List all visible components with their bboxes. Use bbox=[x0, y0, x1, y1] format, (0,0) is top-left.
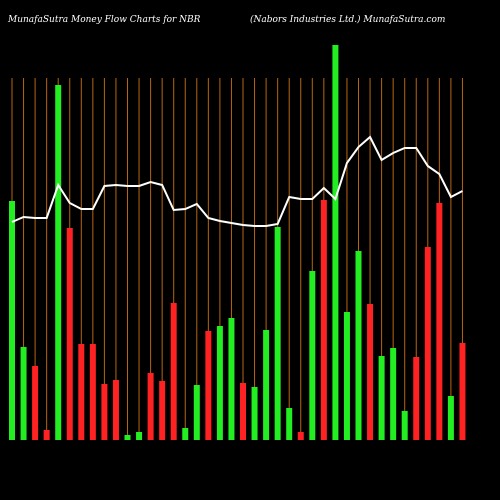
bar bbox=[343, 312, 350, 440]
bar bbox=[89, 344, 96, 440]
bar bbox=[124, 435, 131, 440]
bar bbox=[9, 201, 15, 440]
bar bbox=[436, 203, 443, 440]
bar bbox=[66, 228, 73, 440]
bar bbox=[320, 200, 327, 440]
bar bbox=[55, 85, 62, 440]
bar bbox=[136, 432, 143, 440]
bar bbox=[401, 411, 408, 440]
bar bbox=[251, 387, 258, 440]
chart-title: MunafaSutra Money Flow Charts for NBR bbox=[7, 15, 201, 25]
bar bbox=[159, 381, 166, 440]
money-flow-line bbox=[11, 135, 463, 227]
bar bbox=[332, 45, 339, 440]
bar bbox=[112, 380, 119, 440]
chart-subtitle: (Nabors Industries Ltd.) MunafaSutra.com bbox=[250, 14, 445, 25]
bar bbox=[147, 373, 154, 440]
bar bbox=[240, 383, 246, 440]
bar bbox=[459, 343, 466, 440]
bar bbox=[20, 347, 27, 440]
bar bbox=[355, 251, 362, 440]
bar bbox=[170, 303, 177, 440]
bar bbox=[309, 271, 316, 440]
bar bbox=[216, 326, 223, 440]
bar bbox=[447, 396, 454, 440]
bar bbox=[367, 304, 374, 440]
bar bbox=[43, 430, 50, 440]
bar bbox=[182, 428, 189, 440]
bar bbox=[297, 432, 304, 440]
bar bbox=[193, 385, 200, 440]
bar bbox=[205, 331, 212, 440]
bar bbox=[228, 318, 235, 440]
bar bbox=[390, 348, 397, 440]
bar bbox=[274, 227, 281, 440]
bar bbox=[378, 356, 385, 440]
bar bbox=[101, 384, 108, 440]
bar bbox=[286, 408, 293, 440]
bar bbox=[32, 366, 39, 440]
bar bbox=[78, 344, 85, 440]
bar bbox=[424, 247, 431, 440]
bar bbox=[263, 330, 270, 440]
bar bbox=[413, 357, 420, 440]
